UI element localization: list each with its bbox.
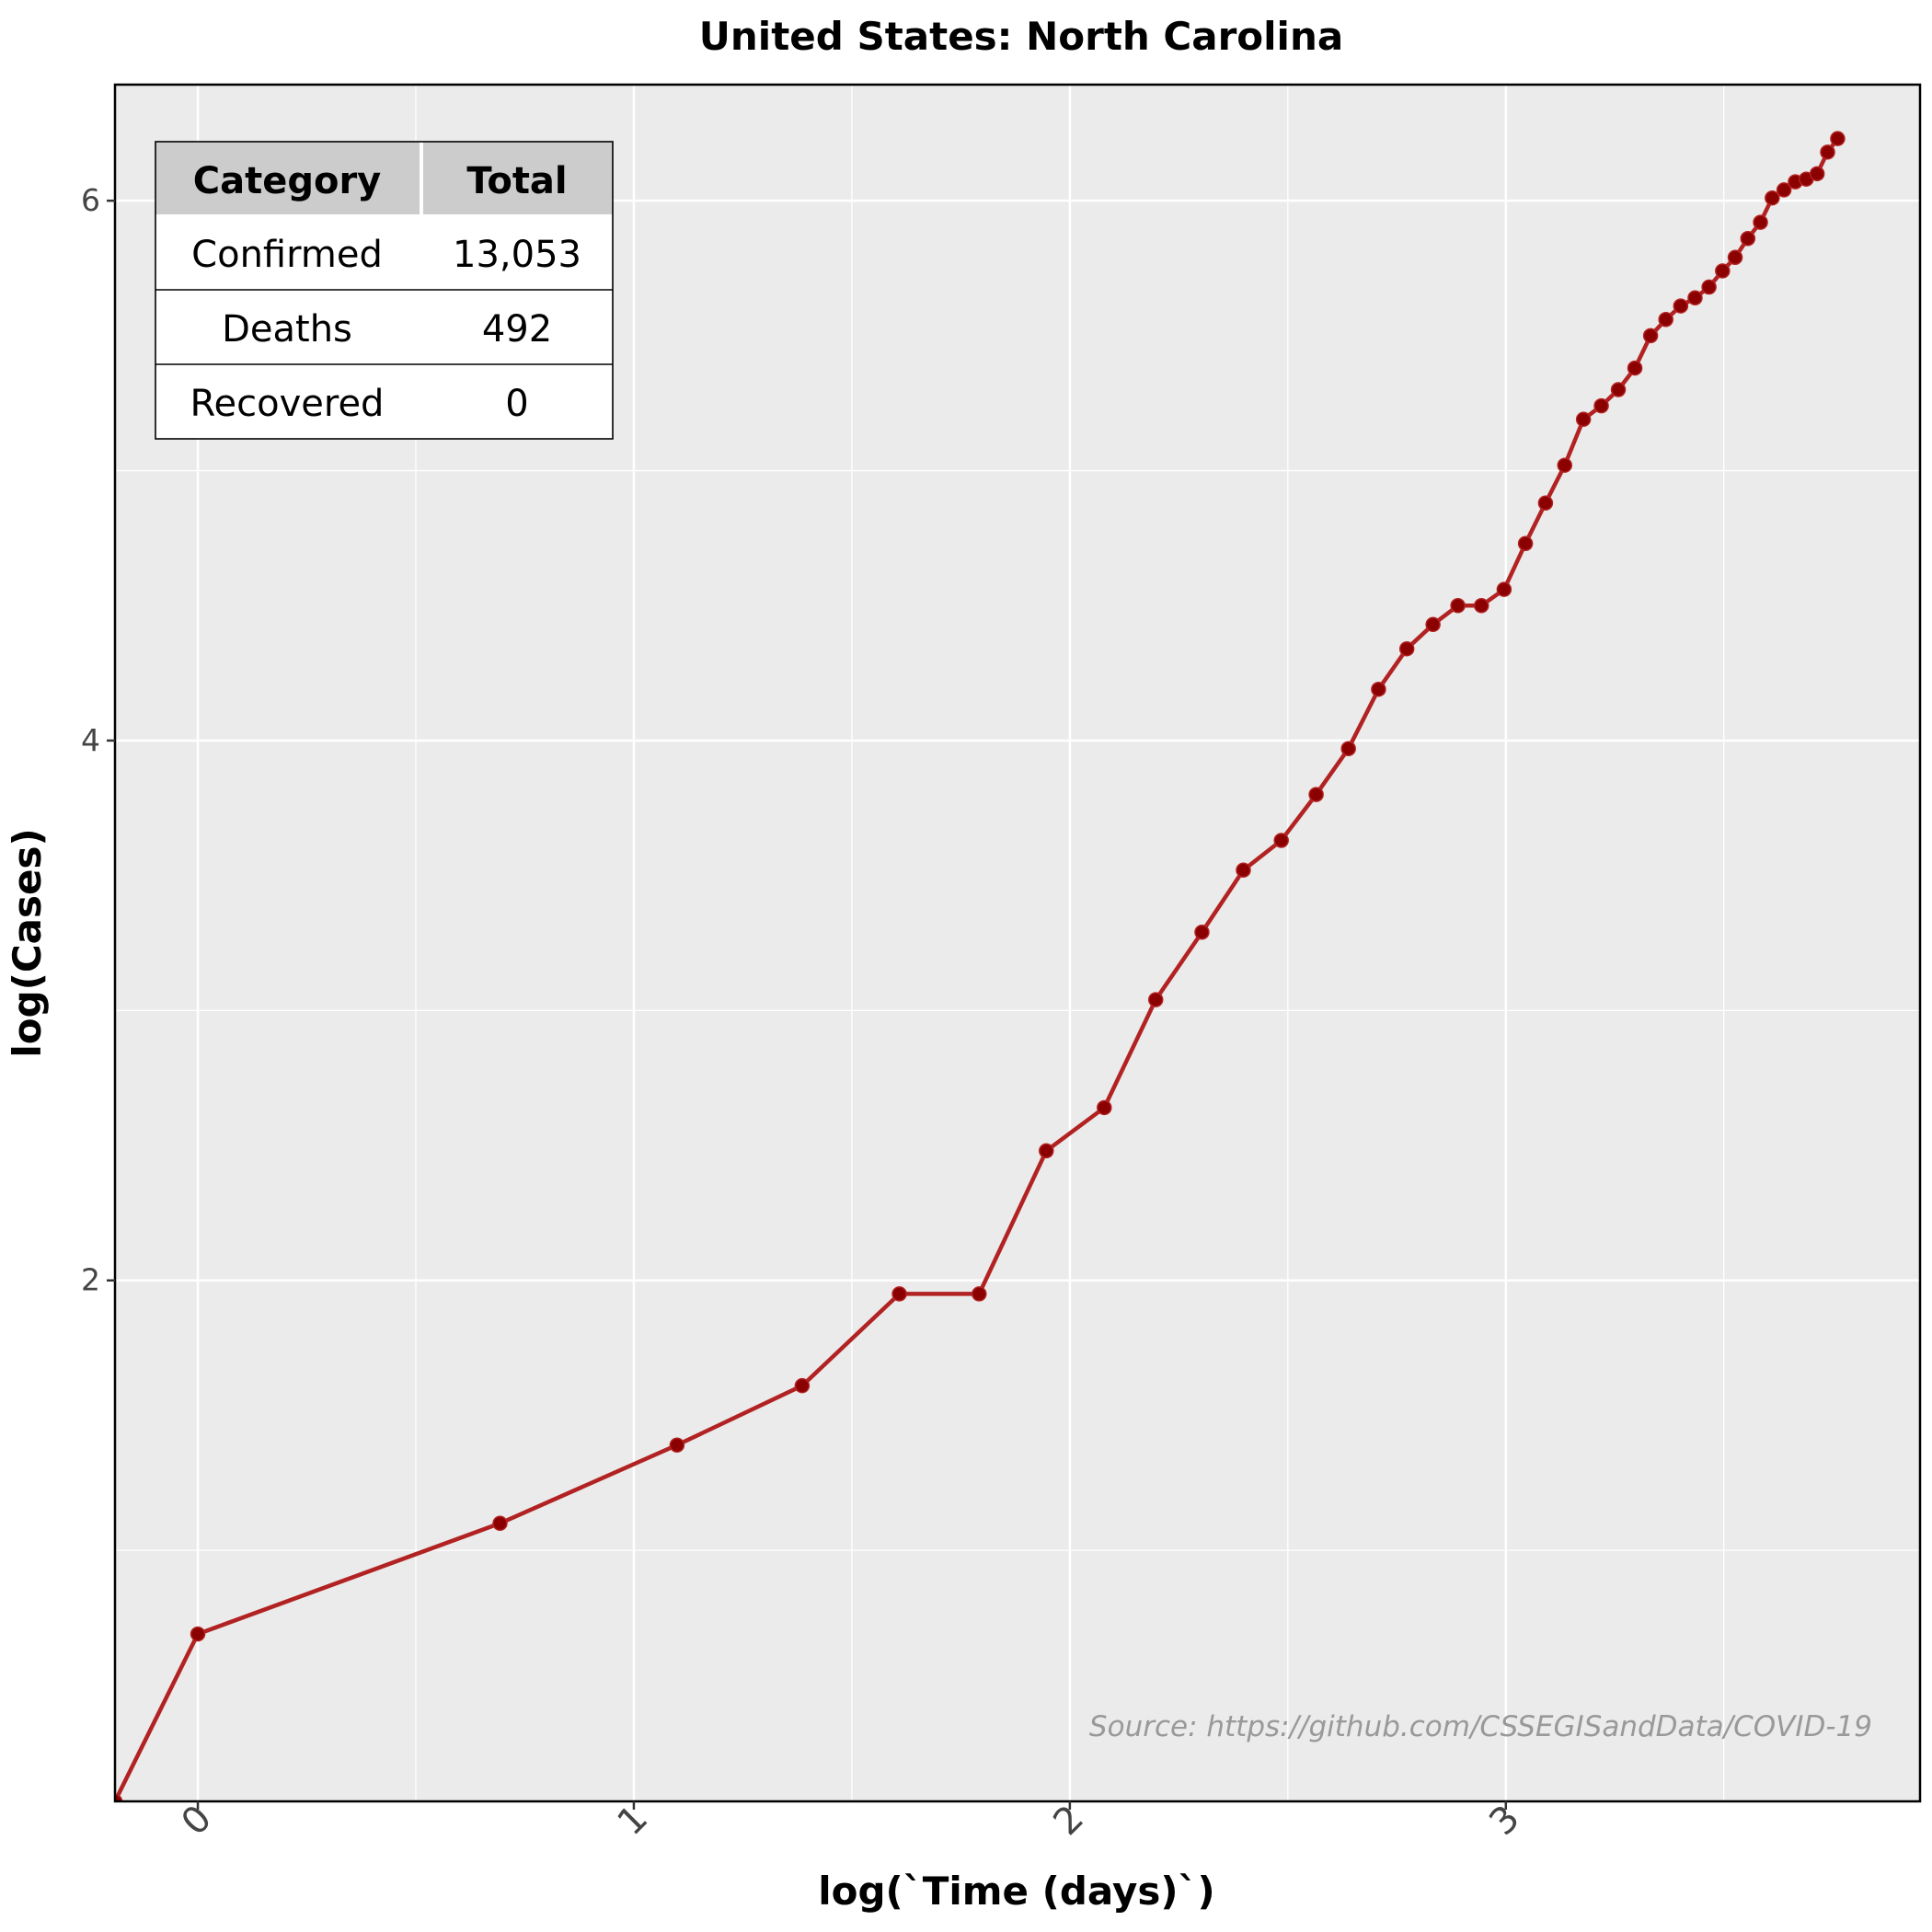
table-border — [155, 141, 614, 440]
data-point — [1658, 312, 1673, 328]
data-point — [1473, 598, 1489, 614]
data-point — [1820, 144, 1835, 160]
data-point — [1450, 598, 1466, 614]
data-point — [669, 1437, 685, 1453]
table-cell-category: Recovered — [190, 383, 385, 425]
data-point — [1496, 581, 1512, 597]
data-point — [1776, 182, 1792, 198]
data-point — [1308, 787, 1324, 802]
data-point — [794, 1377, 811, 1394]
data-point — [1557, 457, 1573, 473]
data-point — [1593, 397, 1609, 414]
table-cell-category: Confirmed — [191, 234, 383, 276]
x-tick-label: 2 — [1045, 1798, 1092, 1845]
data-point — [1039, 1143, 1054, 1159]
data-point — [1537, 495, 1554, 512]
x-axis-ticks: 0 1 2 3 — [174, 1798, 1528, 1845]
data-point — [1753, 214, 1768, 230]
table-cell-total: 13,053 — [453, 234, 581, 276]
data-point — [1727, 249, 1743, 266]
chart-title: United States: North Carolina — [699, 14, 1343, 59]
table-cell-total: 0 — [505, 383, 528, 425]
x-tick-label: 3 — [1481, 1798, 1528, 1845]
data-point — [1575, 411, 1592, 428]
data-point — [1687, 290, 1703, 306]
data-point — [1830, 131, 1846, 146]
data-point — [1809, 166, 1825, 182]
y-tick-label: 4 — [81, 722, 100, 758]
data-point — [1097, 1099, 1112, 1116]
data-point — [1425, 616, 1441, 633]
table-cell-category: Deaths — [222, 308, 352, 351]
data-point — [190, 1626, 206, 1642]
plot-border — [113, 83, 1922, 1803]
y-axis-title: log(Cases) — [5, 828, 50, 1057]
series-group — [115, 131, 1846, 1801]
data-point — [1701, 279, 1717, 295]
data-point — [972, 1286, 987, 1302]
y-tick-label: 2 — [81, 1262, 100, 1298]
data-point — [1398, 640, 1415, 657]
x-tick-label: 0 — [174, 1798, 221, 1845]
data-point — [1627, 360, 1643, 376]
data-point — [1371, 681, 1386, 697]
data-point — [1610, 382, 1627, 397]
x-axis-title: log(`Time (days)`) — [818, 1869, 1215, 1914]
data-point — [1673, 298, 1689, 314]
table-header-total: Total — [466, 160, 567, 202]
y-tick-label: 6 — [81, 182, 100, 218]
data-point — [1740, 230, 1756, 247]
data-point — [891, 1286, 907, 1302]
y-axis-ticks: 2 4 6 — [81, 182, 115, 1298]
data-point — [1715, 263, 1731, 279]
table-cell-total: 492 — [482, 308, 552, 351]
data-point — [492, 1515, 508, 1532]
data-point — [115, 1793, 123, 1801]
data-point — [1340, 741, 1356, 757]
series-layer — [115, 131, 1846, 1801]
data-point — [1273, 833, 1289, 848]
table-header-bg — [155, 142, 613, 214]
source-annotation: Source: https://github.com/CSSEGISandDat… — [1089, 1710, 1872, 1743]
summary-table: Category Total Confirmed 13,053 Deaths 4… — [155, 141, 614, 440]
data-point — [1236, 862, 1251, 879]
table-header-category: Category — [193, 160, 382, 202]
x-tick-label: 1 — [610, 1798, 657, 1845]
data-point — [1765, 190, 1780, 206]
data-point — [1642, 328, 1659, 344]
data-point — [1194, 925, 1210, 940]
data-point — [1517, 535, 1534, 552]
data-point — [1147, 992, 1164, 1007]
table-body-bg — [155, 214, 613, 439]
